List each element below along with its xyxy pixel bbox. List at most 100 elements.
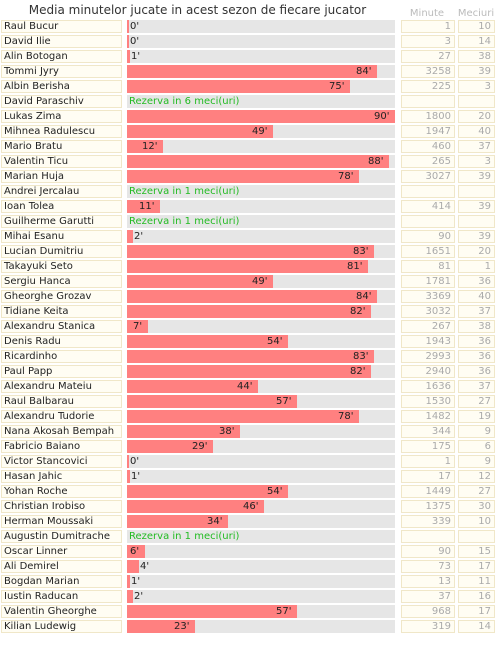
player-row: David Ilie 0' 3 14 (0, 35, 500, 49)
minutes-bar (127, 290, 377, 303)
player-row: Andrei Jercalau Rezerva in 1 meci(uri) (0, 185, 500, 199)
minutes-cell (401, 530, 455, 543)
bar-value-label: 34' (207, 516, 223, 527)
player-name: Victor Stancovici (1, 455, 122, 468)
minutes-bar (127, 65, 377, 78)
matches-cell: 37 (458, 305, 495, 318)
bar-value-label: 0' (130, 36, 140, 47)
minutes-cell: 81 (401, 260, 455, 273)
minutes-cell (401, 215, 455, 228)
bar-value-label: 84' (356, 66, 372, 77)
bar-value-label: 1' (131, 576, 141, 587)
minutes-bar (127, 335, 288, 348)
player-name: David Paraschiv (1, 95, 122, 108)
minutes-bar (127, 50, 130, 63)
bar-track: 57' (127, 605, 395, 618)
player-name: Tommi Jyry (1, 65, 122, 78)
minutes-bar (127, 20, 129, 33)
minutes-cell: 319 (401, 620, 455, 633)
minutes-cell: 1530 (401, 395, 455, 408)
minutes-cell: 3 (401, 35, 455, 48)
minutes-bar (127, 620, 195, 633)
matches-cell: 10 (458, 515, 495, 528)
minutes-bar (127, 485, 288, 498)
matches-cell: 9 (458, 425, 495, 438)
bar-track: 29' (127, 440, 395, 453)
player-row: Tidiane Keita 82' 3032 37 (0, 305, 500, 319)
bar-track: 83' (127, 245, 395, 258)
player-row: Tommi Jyry 84' 3258 39 (0, 65, 500, 79)
matches-cell: 15 (458, 545, 495, 558)
minutes-bar (127, 275, 273, 288)
player-row: Ali Demirel 4' 73 17 (0, 560, 500, 574)
bar-value-label: 0' (130, 456, 140, 467)
matches-cell: 40 (458, 125, 495, 138)
bar-value-label: 54' (267, 486, 283, 497)
matches-cell: 38 (458, 320, 495, 333)
minutes-column-header: Minute (409, 8, 445, 19)
matches-cell (458, 185, 495, 198)
player-row: Kilian Ludewig 23' 319 14 (0, 620, 500, 634)
matches-cell: 39 (458, 230, 495, 243)
player-row: Raul Balbarau 57' 1530 27 (0, 395, 500, 409)
bar-value-label: 83' (353, 351, 369, 362)
player-row: Alexandru Tudorie 78' 1482 19 (0, 410, 500, 424)
matches-cell: 36 (458, 275, 495, 288)
bar-track: 81' (127, 260, 395, 273)
matches-cell: 14 (458, 35, 495, 48)
matches-column-header: Meciuri (457, 8, 495, 19)
player-row: Alexandru Mateiu 44' 1636 37 (0, 380, 500, 394)
player-row: David Paraschiv Rezerva in 6 meci(uri) (0, 95, 500, 109)
matches-cell: 39 (458, 65, 495, 78)
matches-cell: 20 (458, 110, 495, 123)
matches-cell: 27 (458, 485, 495, 498)
player-name: Tidiane Keita (1, 305, 122, 318)
minutes-cell: 1449 (401, 485, 455, 498)
minutes-cell: 90 (401, 230, 455, 243)
player-name: Alin Botogan (1, 50, 122, 63)
minutes-cell: 1781 (401, 275, 455, 288)
matches-cell: 36 (458, 365, 495, 378)
minutes-bar (127, 230, 133, 243)
minutes-cell: 3369 (401, 290, 455, 303)
bar-value-label: 49' (252, 126, 268, 137)
matches-cell: 39 (458, 170, 495, 183)
bar-track: 44' (127, 380, 395, 393)
minutes-bar (127, 200, 160, 213)
player-row: Oscar Linner 6' 90 15 (0, 545, 500, 559)
minutes-bar (127, 155, 389, 168)
matches-cell: 27 (458, 395, 495, 408)
reserve-note: Rezerva in 1 meci(uri) (129, 216, 240, 227)
bar-track: 23' (127, 620, 395, 633)
player-row: Ricardinho 83' 2993 36 (0, 350, 500, 364)
matches-cell: 17 (458, 560, 495, 573)
bar-track: 49' (127, 125, 395, 138)
matches-cell: 1 (458, 260, 495, 273)
matches-cell: 36 (458, 350, 495, 363)
bar-track: 0' (127, 455, 395, 468)
player-row: Lucian Dumitriu 83' 1651 20 (0, 245, 500, 259)
minutes-cell (401, 185, 455, 198)
bar-value-label: 82' (350, 366, 366, 377)
bar-track: 0' (127, 20, 395, 33)
bar-value-label: 1' (131, 471, 141, 482)
bar-track: 1' (127, 50, 395, 63)
matches-cell: 19 (458, 410, 495, 423)
bar-track: Rezerva in 6 meci(uri) (127, 95, 395, 108)
minutes-bar (127, 305, 371, 318)
bar-track: 6' (127, 545, 395, 558)
minutes-cell: 414 (401, 200, 455, 213)
player-name: Ricardinho (1, 350, 122, 363)
matches-cell: 16 (458, 590, 495, 603)
minutes-cell: 968 (401, 605, 455, 618)
bar-track: 11' (127, 200, 395, 213)
bar-track: 83' (127, 350, 395, 363)
player-name: Mihnea Radulescu (1, 125, 122, 138)
matches-cell: 30 (458, 500, 495, 513)
matches-cell (458, 95, 495, 108)
player-row: Valentin Ticu 88' 265 3 (0, 155, 500, 169)
bar-value-label: 6' (130, 546, 140, 557)
player-name: Paul Papp (1, 365, 122, 378)
bar-value-label: 82' (350, 306, 366, 317)
player-name: Christian Irobiso (1, 500, 122, 513)
